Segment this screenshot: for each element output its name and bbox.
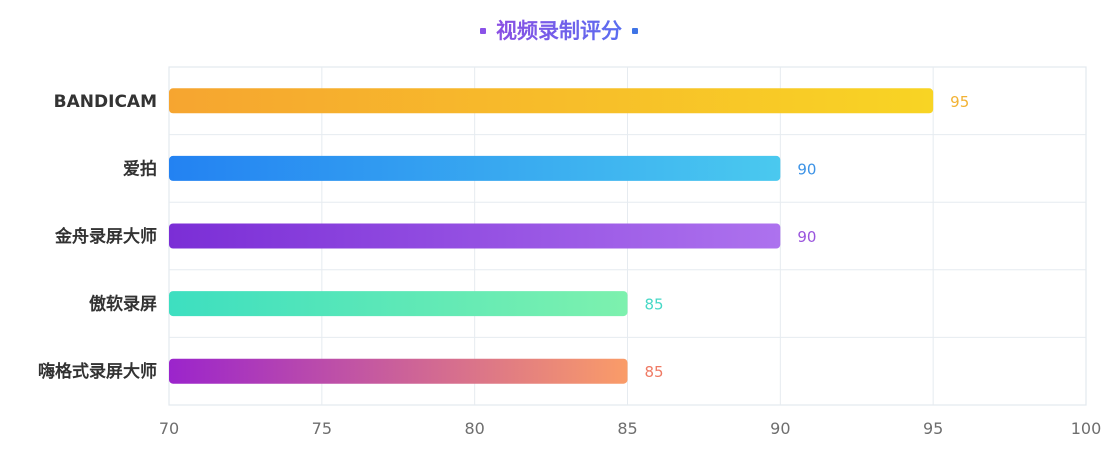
label-layer: 70 75 80 85 90 95 100 BANDICAM 95 爱拍 90 金舟录屏大师 90 傲软录… (38, 92, 1101, 438)
x-tick-label: 80 (464, 419, 484, 438)
title-left-marker-icon (480, 28, 486, 34)
chart-title-container: 视频录制评分 (0, 14, 1118, 48)
bar (169, 155, 781, 181)
category-label: 傲软录屏 (89, 294, 157, 315)
grid-layer (168, 66, 1087, 406)
x-tick-label: 70 (159, 419, 179, 438)
x-tick-label: 85 (617, 419, 637, 438)
category-label: BANDICAM (54, 92, 157, 112)
data-value-label: 95 (950, 93, 969, 111)
data-value-label: 85 (645, 296, 664, 314)
x-tick-label: 90 (770, 419, 790, 438)
bar (169, 291, 628, 317)
x-tick-label: 75 (312, 419, 332, 438)
category-label: 嗨格式录屏大师 (38, 361, 157, 382)
category-label: 爱拍 (123, 158, 157, 179)
category-label: 金舟录屏大师 (54, 226, 157, 247)
title-right-marker-icon (632, 28, 638, 34)
chart-title: 视频录制评分 (496, 14, 622, 48)
data-value-label: 85 (645, 363, 664, 381)
bar (169, 223, 781, 249)
bar (169, 358, 628, 384)
x-tick-label: 95 (923, 419, 943, 438)
bar (169, 88, 934, 114)
x-tick-label: 100 (1071, 419, 1102, 438)
data-value-label: 90 (797, 228, 816, 246)
bar-layer (169, 88, 934, 384)
data-value-label: 90 (797, 160, 816, 178)
